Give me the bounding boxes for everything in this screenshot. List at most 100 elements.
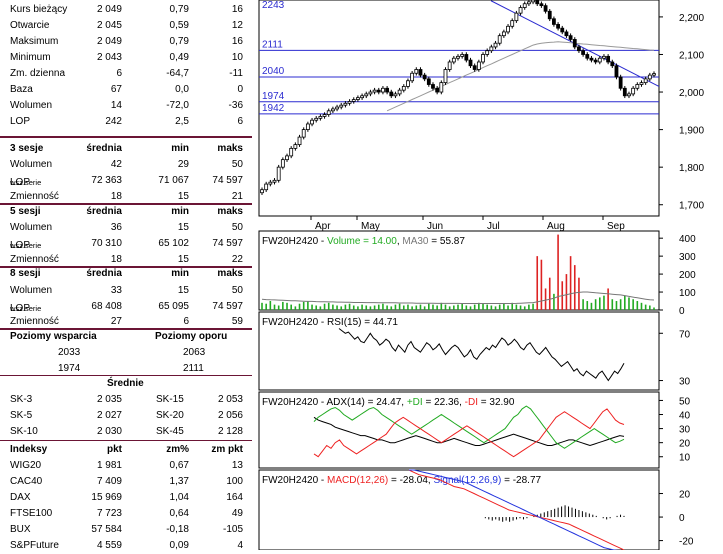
volume-bar [277,305,280,310]
volume-bar [340,306,343,310]
averages-row: SK-5 2 027 SK-20 2 056 [10,410,243,421]
candle-body [497,35,502,44]
volume-bar [332,304,334,310]
volume-bar [482,303,484,310]
macd-panel [258,469,660,551]
candle-body [614,65,619,78]
candle-body [635,84,640,89]
level-label: 1942 [262,103,285,114]
candle-body [589,57,594,61]
y-tick-label: 1,800 [679,163,704,174]
volume-bar [523,306,526,310]
sessions-row: Wolumen 33 15 50 [10,285,243,296]
y-tick-label: 70 [679,329,691,340]
candle-body [297,136,302,146]
volume-bar [594,299,597,310]
candle-body [643,78,648,84]
macd-series-line [409,469,625,552]
volume-bar [348,303,351,310]
month-label: Jul [487,221,500,232]
volume-bar [590,302,593,310]
y-tick-label: 20 [679,490,691,501]
volume-bar [640,302,643,310]
divider [0,375,252,376]
volume-bar [402,305,405,310]
title-part: = 55.87 [429,236,466,247]
title-part: +DI [407,397,423,408]
volume-bar [565,274,568,310]
volume-bar [394,304,397,310]
charts-svg: 1,700 1,800 1,900 2,000 2,100 2,200 2243 2111 20… [258,0,704,552]
sessions-row: Wolumen 42 29 50 [10,159,243,170]
candle-body [326,110,331,115]
volume-bar [578,277,580,310]
candle-body [385,87,390,93]
candle-body [343,102,348,106]
volume-bar [490,305,493,310]
indices-row: CAC40 7 409 1,37 100 [10,476,243,487]
candle-body [368,91,373,95]
sessions-row: LOP wsz.serie 70 310 65 102 74 597 [10,238,243,251]
y-tick-label: 300 [679,252,696,263]
volume-bar [532,303,534,310]
volume-bar [553,293,555,310]
volume-bar [298,303,301,310]
candle-body [631,87,636,95]
candle-body [556,24,560,29]
volume-bar [448,306,451,310]
candle-body [310,119,314,125]
quote-row: Kurs bieżący 2 049 0,79 16 [10,4,243,15]
sessions-row: LOP wsz.serie 68 408 65 095 74 597 [10,301,243,314]
candle-body [514,12,519,22]
candle-body [581,50,586,55]
indices-header: Indeksy pkt zm% zm pkt [10,444,243,455]
volume-bar [273,304,276,310]
adx-series-line [313,416,625,447]
candle-body [301,129,306,138]
candle-body [276,166,281,181]
candle-body [501,31,506,37]
ma-line [386,41,655,112]
volume-bar [423,306,426,310]
candle-body [381,87,385,93]
volume-bar [528,304,530,310]
y-tick-label: 10 [679,453,691,464]
volume-bar [511,302,514,310]
volume-bar [390,306,393,310]
volume-bar [377,304,380,310]
volume-bar [407,304,409,310]
volume-bar [628,297,630,310]
volume-bar [603,295,605,310]
volume-bar [607,288,609,310]
rsi-line [338,328,625,382]
candle-body [360,95,364,99]
divider [0,136,252,138]
candle-body [268,181,273,185]
volume-bar [419,304,422,310]
rsi-title: FW20H2420 - RSI(15) = 44.71 [262,317,398,328]
title-part: Volume = 14.00 [327,236,397,247]
y-tick-label: 2,100 [679,50,704,61]
volume-bar [440,302,443,310]
volume-bar [315,305,318,310]
y-tick-label: 20 [679,439,691,450]
candle-body [439,82,444,93]
candle-body [347,101,352,104]
candle-body [305,123,310,131]
volume-bar [624,295,626,310]
volume-bar [636,301,639,310]
candle-body [451,57,456,63]
volume-bar [586,301,589,310]
candle-body [426,78,431,85]
averages-row: SK-3 2 035 SK-15 2 053 [10,394,243,405]
candle-body [393,93,398,97]
y-tick-label: 30 [679,425,691,436]
indices-row: BUX 57 584 -0,18 -105 [10,524,243,535]
volume-bar [365,305,368,310]
quote-row: Minimum 2 043 0,49 10 [10,52,243,63]
candle-body [435,87,440,93]
level-label: 2111 [262,39,283,50]
candle-body [627,93,631,97]
month-label: Aug [547,221,565,232]
title-part: FW20H2420 - [262,397,326,408]
